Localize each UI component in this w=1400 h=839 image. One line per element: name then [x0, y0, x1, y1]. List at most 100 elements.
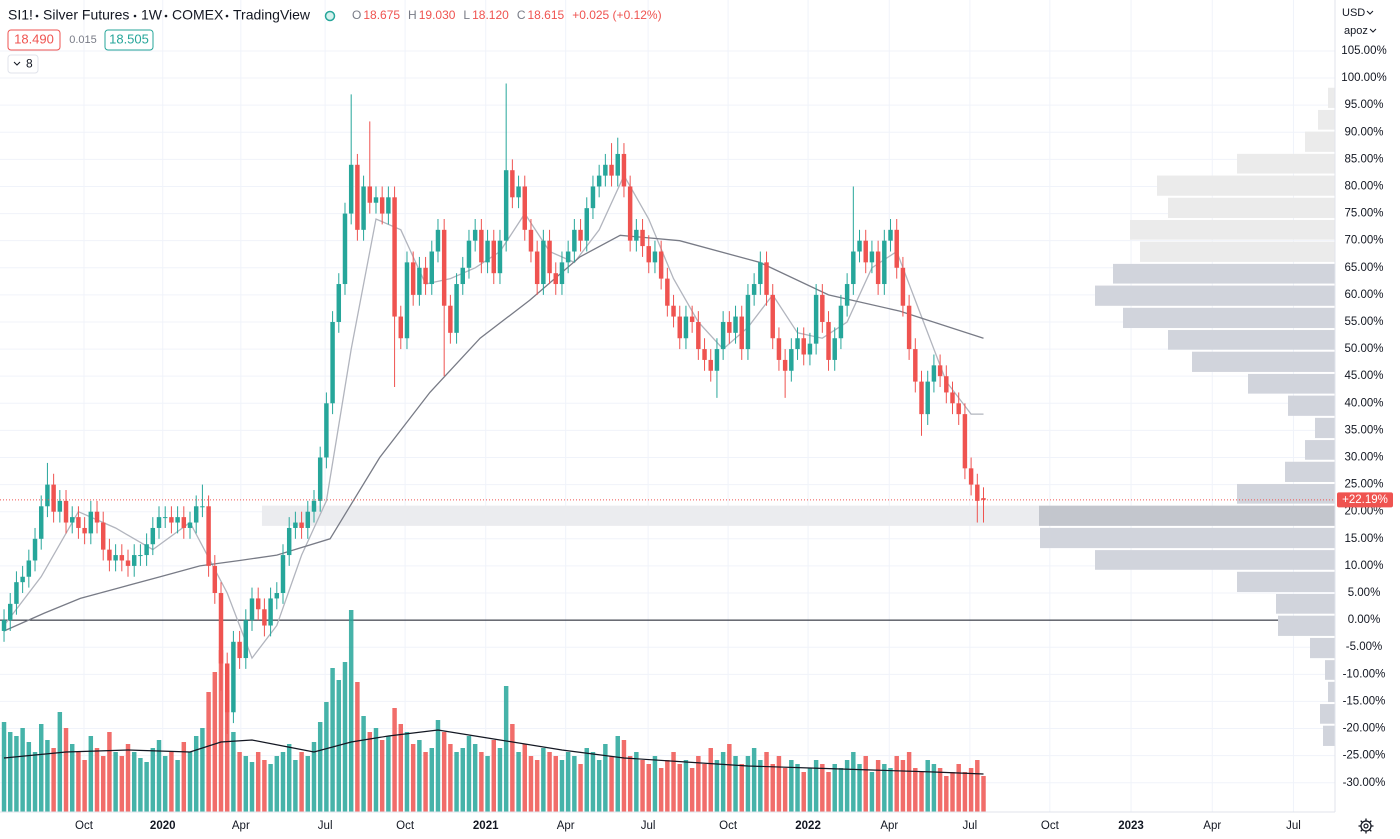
candle-body	[671, 305, 676, 317]
symbol[interactable]: SI1!	[8, 7, 33, 23]
candle-body	[20, 576, 25, 583]
volume-bar	[193, 736, 199, 812]
candle-body	[330, 321, 335, 404]
volume-bar	[107, 732, 112, 812]
volume-bar	[764, 752, 769, 812]
x-tick-label: 2020	[150, 820, 176, 832]
candle-body	[981, 498, 986, 500]
candle-body	[900, 267, 906, 306]
volume-bar	[69, 744, 75, 812]
volume-layer	[1, 610, 986, 812]
volume-bar	[206, 692, 211, 812]
candle-body	[69, 517, 75, 523]
y-tick-label: 50.00%	[1344, 343, 1383, 355]
candle-body	[758, 262, 763, 285]
source: TradingView	[233, 7, 311, 23]
bid-price[interactable]: 18.490	[14, 31, 54, 46]
ohlc-value: 18.120	[472, 8, 509, 22]
candle-body	[578, 229, 583, 241]
buy-button[interactable]	[104, 29, 154, 51]
ask-price[interactable]: 18.505	[109, 31, 149, 46]
candle-body	[826, 321, 831, 360]
sell-button[interactable]	[7, 29, 61, 51]
price-axis-panel	[1335, 0, 1400, 839]
interval[interactable]: 1W	[141, 7, 163, 23]
volume-bar	[838, 768, 844, 812]
y-tick-label: 15.00%	[1344, 533, 1383, 545]
profile-bar	[1315, 417, 1335, 439]
volume-bar	[801, 772, 806, 812]
volume-bar	[832, 764, 837, 812]
candle-body	[441, 229, 447, 306]
moving-average-line	[3, 234, 984, 632]
volume-bar	[280, 752, 286, 812]
volume-bar	[894, 756, 899, 812]
candle-body	[956, 403, 961, 415]
volume-bar	[410, 744, 416, 812]
market-status-icon[interactable]	[324, 10, 336, 22]
currency[interactable]: USD	[1342, 7, 1365, 19]
volume-bar	[708, 748, 713, 812]
volume-bar	[534, 760, 540, 812]
candle-body	[937, 365, 943, 377]
volume-bar	[82, 760, 87, 812]
candle-body	[534, 251, 540, 285]
indicator-count[interactable]: 8	[26, 57, 33, 71]
y-tick-label: 25.00%	[1344, 479, 1383, 491]
volume-bar	[950, 772, 955, 812]
volume-bar	[782, 768, 788, 812]
volume-bar	[640, 760, 645, 812]
volume-bar	[727, 744, 732, 812]
candle-body	[404, 262, 410, 339]
volume-bar	[20, 728, 25, 812]
candle-body	[392, 197, 397, 317]
volume-bar	[888, 768, 893, 812]
volume-bar	[584, 748, 589, 812]
candle-body	[975, 484, 980, 501]
volume-bar	[572, 756, 577, 812]
candle-body	[733, 316, 738, 333]
x-tick-label: 2022	[795, 820, 821, 832]
profile-bar	[1192, 351, 1335, 372]
y-tick-label: 60.00%	[1344, 289, 1383, 301]
profile-bar	[1323, 725, 1335, 746]
volume-bar	[379, 740, 385, 812]
candle-body	[162, 517, 168, 519]
candle-body	[745, 294, 751, 350]
candle-body	[156, 517, 162, 528]
x-tick-label: Oct	[75, 820, 94, 832]
volume-bar	[262, 760, 267, 812]
volume-bar	[299, 752, 304, 812]
volume-bar	[119, 756, 125, 812]
y-tick-label: 20.00%	[1344, 506, 1383, 518]
volume-bar	[38, 724, 44, 812]
candle-body	[113, 555, 118, 561]
indicators-toggle[interactable]	[7, 54, 39, 74]
last-price-tag	[1337, 492, 1393, 508]
candle-body	[367, 186, 373, 203]
volume-bar	[144, 762, 149, 812]
candle-body	[516, 186, 521, 198]
candle-body	[813, 294, 819, 344]
volume-bar	[162, 756, 168, 812]
candle-body	[448, 305, 453, 333]
candle-body	[584, 208, 589, 241]
volume-bar	[745, 756, 751, 812]
volume-bar	[658, 768, 664, 812]
settings-icon[interactable]	[1358, 818, 1374, 834]
volume-bar	[441, 732, 447, 812]
y-tick-label: 10.00%	[1344, 560, 1383, 572]
candle-body	[200, 506, 205, 508]
ohlc-key: C	[517, 8, 526, 22]
volume-bar	[547, 752, 552, 812]
volume-bar	[94, 748, 100, 812]
scale-mode[interactable]: apoz	[1344, 25, 1368, 37]
candle-body	[776, 338, 782, 360]
volume-bar	[175, 760, 180, 812]
candle-body	[832, 338, 837, 360]
volume-bar	[7, 732, 13, 812]
volume-bar	[789, 760, 794, 812]
candle-body	[255, 598, 261, 610]
volume-bar	[956, 764, 961, 812]
